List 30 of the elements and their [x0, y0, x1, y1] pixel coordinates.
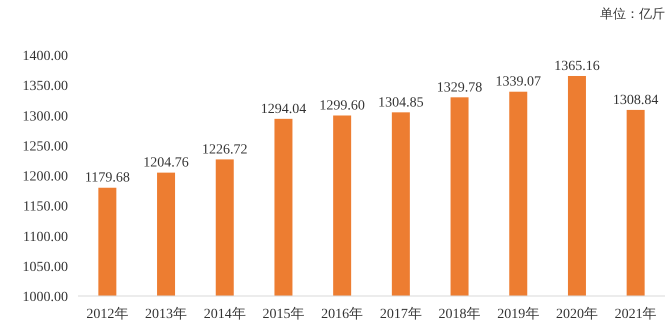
data-label: 1329.78	[436, 80, 482, 96]
y-tick-label: 1100.00	[23, 230, 68, 245]
data-label: 1204.76	[143, 156, 189, 171]
data-label: 1226.72	[202, 142, 248, 158]
y-tick-label: 1000.00	[22, 290, 68, 305]
y-tick-label: 1300.00	[22, 109, 68, 124]
y-tick-label: 1250.00	[22, 139, 68, 154]
y-tick-label: 1400.00	[22, 49, 68, 64]
x-tick-label: 2017年	[380, 306, 422, 322]
data-label: 1304.85	[378, 95, 424, 110]
x-tick-label: 2016年	[321, 306, 364, 322]
data-label: 1365.16	[554, 58, 600, 74]
y-tick-label: 1350.00	[22, 79, 68, 94]
x-tick-label: 2020年	[556, 306, 598, 322]
x-tick-label: 2018年	[438, 306, 481, 322]
x-tick-label: 2019年	[497, 306, 540, 322]
data-label: 1179.68	[84, 170, 130, 186]
y-tick-label: 1050.00	[22, 260, 68, 275]
x-tick-label: 2015年	[262, 306, 304, 322]
x-tick-label: 2014年	[204, 306, 246, 322]
data-label: 1308.84	[612, 92, 658, 108]
data-label: 1294.04	[260, 102, 306, 117]
x-tick-label: 2021年	[614, 306, 657, 322]
data-label: 1339.07	[496, 74, 541, 90]
x-tick-label: 2012年	[86, 306, 128, 322]
data-label: 1299.60	[319, 98, 365, 114]
text: 单位：亿斤	[600, 6, 665, 21]
x-tick-label: 2013年	[145, 306, 188, 322]
y-tick-label: 1150.00	[23, 200, 68, 215]
y-tick-label: 1200.00	[22, 170, 68, 184]
